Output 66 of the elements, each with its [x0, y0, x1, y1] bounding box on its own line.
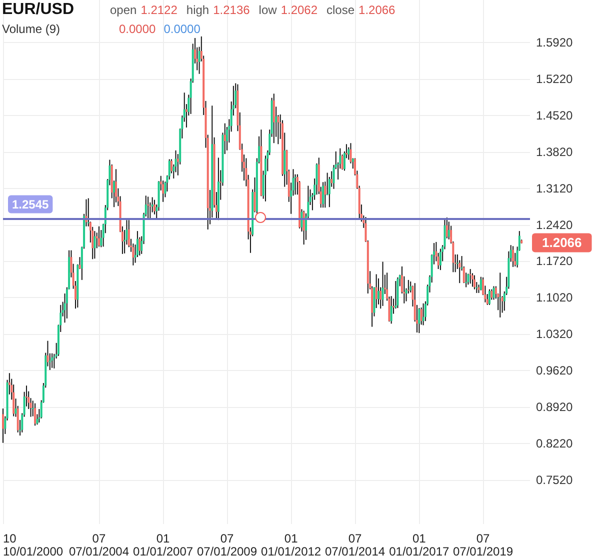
annotation: Volume (9) [2, 21, 62, 38]
y-tick-label: 0.8920 [536, 400, 574, 414]
annotation: high [186, 2, 210, 19]
y-tick-label: 1.3120 [536, 181, 574, 196]
x-tick-label: 07 07/01/2019 [452, 532, 514, 558]
candlestick [382, 261, 384, 306]
x-tick-label: 07 07/01/2014 [324, 532, 386, 558]
candlestick [492, 286, 495, 300]
annotation: 0.0000 [164, 21, 200, 38]
y-tick-label: 1.5220 [536, 72, 574, 86]
candlestick [272, 93, 275, 144]
annotation: 0.0000 [119, 21, 156, 38]
y-tick-label: 1.0320 [536, 327, 574, 342]
annotation: 1.2122 [140, 2, 178, 19]
candlestick [469, 268, 472, 284]
annotation: 1.2062 [280, 2, 318, 19]
candlestick [473, 274, 476, 290]
candlestick [34, 402, 36, 426]
candlestick [390, 296, 392, 324]
y-tick-label: 0.9620 [536, 363, 574, 378]
y-tick-label: 1.3820 [536, 144, 574, 159]
annotation: 1.2066 [542, 235, 582, 250]
annotation: 1.2136 [213, 2, 250, 19]
y-tick-label: 1.1720 [536, 254, 574, 268]
candlestick [154, 199, 156, 215]
annotation: low [258, 2, 277, 19]
y-tick-label: 1.2420 [536, 218, 574, 232]
candlestick [51, 352, 54, 368]
x-tick-label: 10 10/01/2000 [3, 532, 64, 558]
x-tick-label: 01 01/01/2007 [133, 532, 194, 558]
x-tick-label: 07 07/01/2004 [68, 532, 130, 558]
candlestick [439, 248, 442, 271]
candlestick [115, 168, 118, 203]
candlestick [499, 272, 502, 318]
candlestick [322, 182, 324, 208]
candlestick [472, 272, 474, 288]
candlestick [147, 196, 150, 220]
candlestick [2, 408, 4, 444]
y-tick-label: 1.5920 [536, 36, 574, 50]
candlestick [94, 230, 96, 260]
candlestick [467, 273, 470, 286]
ref-line-label: 1.2545 [12, 197, 50, 212]
candlestick [98, 226, 100, 248]
x-tick-label: 01 01/01/2017 [389, 532, 450, 558]
annotation: 1.2066 [358, 2, 396, 19]
chart-title: EUR/USD [2, 0, 76, 19]
candlestick [128, 220, 130, 248]
candlestick [448, 221, 450, 240]
y-tick-label: 0.8220 [536, 436, 574, 450]
x-tick-label: 01 01/01/2012 [261, 532, 322, 558]
candlestick [348, 146, 350, 160]
candlestick [512, 246, 514, 268]
candlestick [162, 180, 164, 202]
candlestick [132, 243, 134, 266]
y-tick-label: 0.7520 [536, 472, 574, 487]
candlestick [422, 302, 424, 326]
candlestick [418, 308, 420, 334]
y-tick-label: 1.4520 [536, 108, 574, 123]
annotation: close [326, 2, 355, 19]
candlestick [377, 278, 380, 305]
x-tick-label: 07 07/01/2009 [196, 532, 258, 558]
candlestick [488, 288, 490, 306]
annotation: open [110, 2, 137, 19]
candlestick [375, 274, 378, 309]
y-tick-label: 1.1020 [536, 290, 574, 305]
candlestick [480, 276, 482, 291]
